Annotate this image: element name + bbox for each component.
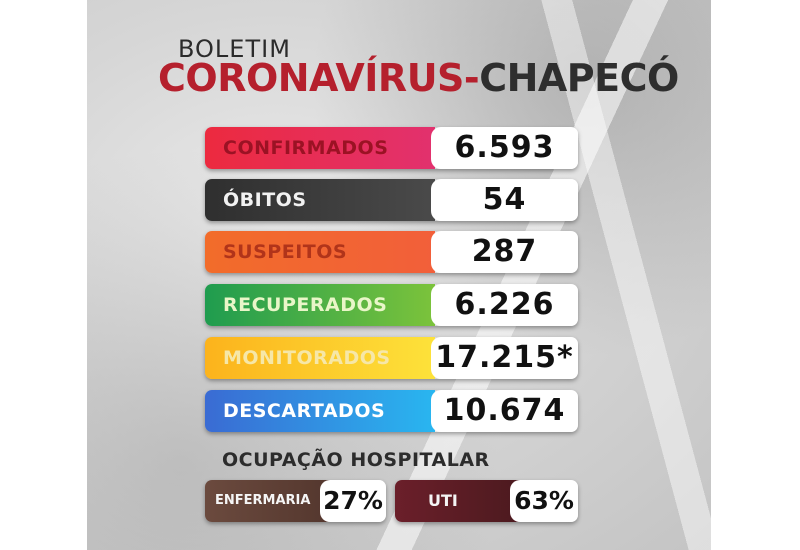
stat-value: 54	[431, 179, 578, 221]
stat-label: RECUPERADOS	[205, 284, 435, 326]
stat-descartados: DESCARTADOS 10.674	[205, 390, 578, 432]
stat-label: ÓBITOS	[205, 179, 435, 221]
uti-value: 63%	[510, 480, 578, 522]
stat-recuperados: RECUPERADOS 6.226	[205, 284, 578, 326]
bulletin-label: BOLETIM	[178, 35, 291, 63]
bulletin-poster	[87, 0, 711, 550]
stat-value: 287	[431, 231, 578, 273]
stat-value: 6.226	[431, 284, 578, 326]
stat-enfermaria: ENFERMARIA 27%	[205, 480, 386, 522]
bulletin-title: CORONAVÍRUS-CHAPECÓ	[158, 56, 679, 100]
stat-obitos: ÓBITOS 54	[205, 179, 578, 221]
stat-value: 10.674	[431, 390, 578, 432]
stat-confirmados: CONFIRMADOS 6.593	[205, 127, 578, 169]
stat-label: DESCARTADOS	[205, 390, 435, 432]
stat-label: CONFIRMADOS	[205, 127, 435, 169]
stat-value: 17.215*	[431, 337, 578, 379]
enfermaria-label: ENFERMARIA	[205, 480, 330, 522]
stat-monitorados: MONITORADOS 17.215*	[205, 337, 578, 379]
stat-uti: UTI 63%	[395, 480, 578, 522]
stat-value: 6.593	[431, 127, 578, 169]
enfermaria-value: 27%	[320, 480, 386, 522]
title-coronavirus: CORONAVÍRUS-	[158, 56, 480, 100]
hospital-title: OCUPAÇÃO HOSPITALAR	[222, 449, 490, 471]
stat-label: MONITORADOS	[205, 337, 435, 379]
title-city: CHAPECÓ	[479, 56, 679, 100]
stat-label: SUSPEITOS	[205, 231, 435, 273]
uti-label: UTI	[395, 480, 520, 522]
stat-suspeitos: SUSPEITOS 287	[205, 231, 578, 273]
